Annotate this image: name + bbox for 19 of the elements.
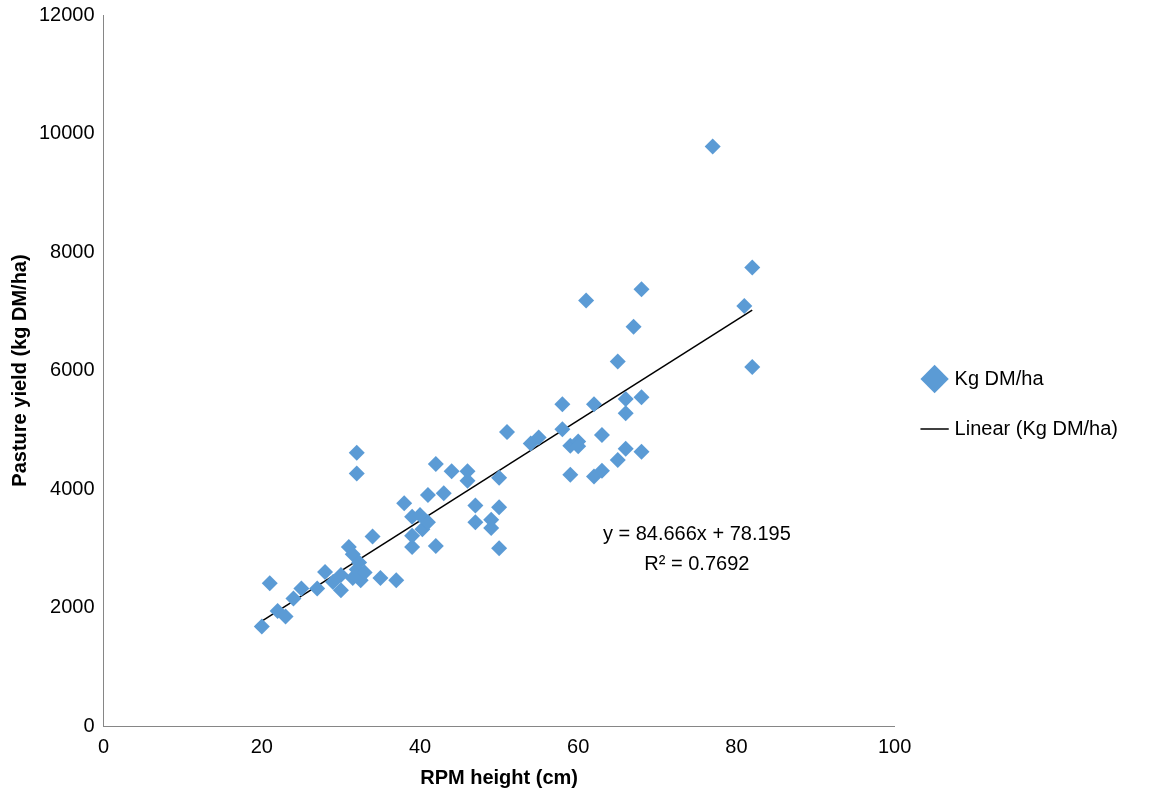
x-tick-label: 80 [725,734,748,757]
y-tick-label: 4000 [50,476,95,499]
legend-label: Linear (Kg DM/ha) [954,416,1119,439]
x-tick-label: 20 [250,734,273,757]
y-tick-label: 12000 [38,2,95,25]
x-axis-title: RPM height (cm) [420,765,578,788]
x-tick-label: 60 [567,734,590,757]
x-tick-label: 100 [877,734,912,757]
y-tick-label: 0 [83,713,95,736]
y-tick-label: 8000 [50,239,95,262]
y-tick-label: 2000 [50,595,95,618]
x-tick-label: 0 [98,734,110,757]
y-tick-label: 10000 [38,121,95,144]
y-tick-label: 6000 [50,358,95,381]
annotation: y = 84.666x + 78.195 [602,521,791,544]
annotation: R² = 0.7692 [644,551,750,574]
legend-label: Kg DM/ha [954,366,1045,389]
y-axis-title: Pasture yield (kg DM/ha) [7,254,30,487]
x-tick-label: 40 [408,734,432,757]
